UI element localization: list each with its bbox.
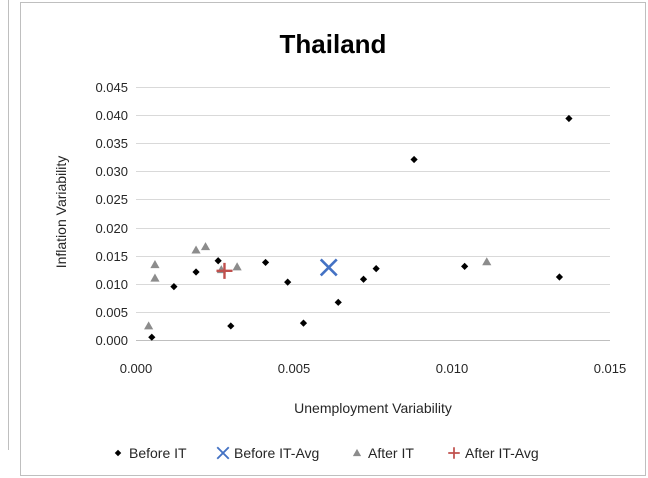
data-point <box>150 260 160 269</box>
data-point <box>200 242 211 251</box>
grid-lines <box>136 87 610 313</box>
x-tick-label: 0.015 <box>594 361 627 376</box>
y-tick-label: 0.040 <box>95 108 128 123</box>
y-axis: 0.000 0.005 0.010 0.015 0.020 0.025 0.030 0.035… <box>95 80 128 348</box>
data-point <box>372 264 380 273</box>
data-point <box>216 262 233 279</box>
y-axis-title: Inflation Variability <box>53 156 69 269</box>
legend-label: After IT <box>368 445 414 461</box>
x-axis-title: Unemployment Variability <box>294 400 452 416</box>
chart-title: Thailand <box>280 29 387 59</box>
y-tick-label: 0.020 <box>95 221 128 236</box>
plot-points <box>144 114 573 341</box>
data-point <box>144 321 154 330</box>
y-tick-label: 0.005 <box>95 305 128 320</box>
data-point <box>150 273 160 282</box>
chart-area-border <box>20 2 646 476</box>
x-tick-label: 0.000 <box>120 361 153 376</box>
x-tick-label: 0.010 <box>436 361 469 376</box>
series-before-it <box>148 114 573 341</box>
series-after-it-avg <box>216 262 233 279</box>
data-point <box>461 262 469 270</box>
data-point <box>214 257 222 265</box>
y-tick-label: 0.025 <box>95 192 128 207</box>
data-point <box>319 258 338 277</box>
data-point <box>148 333 156 341</box>
data-point <box>227 322 235 330</box>
legend-marker <box>114 449 122 457</box>
legend-item: Before IT <box>114 445 187 461</box>
x-axis: 0.000 0.005 0.010 0.015 <box>120 340 627 376</box>
data-point <box>299 319 308 327</box>
y-tick-label: 0.015 <box>95 249 128 264</box>
data-point <box>555 273 564 281</box>
y-tick-label: 0.035 <box>95 136 128 151</box>
data-point <box>261 258 270 267</box>
y-tick-label: 0.000 <box>95 333 128 348</box>
data-point <box>359 275 368 283</box>
data-point <box>170 282 178 291</box>
legend-item: After IT <box>352 445 414 461</box>
legend-marker <box>216 446 230 460</box>
y-tick-label: 0.045 <box>95 80 128 95</box>
data-point <box>232 262 242 271</box>
legend-marker <box>448 447 460 459</box>
legend-label: Before IT <box>129 445 187 461</box>
data-point <box>191 245 201 254</box>
data-point <box>482 257 492 266</box>
x-tick-label: 0.005 <box>278 361 311 376</box>
data-point <box>565 114 573 123</box>
legend-item: Before IT-Avg <box>216 445 319 461</box>
data-point <box>192 268 200 276</box>
data-point <box>334 298 342 306</box>
y-tick-label: 0.030 <box>95 164 128 179</box>
y-tick-label: 0.010 <box>95 277 128 292</box>
legend: Before IT Before IT-Avg After IT After IT-A… <box>114 445 539 461</box>
legend-item: After IT-Avg <box>448 445 539 461</box>
series-before-it-avg <box>319 258 338 277</box>
legend-marker <box>352 448 362 457</box>
legend-label: Before IT-Avg <box>234 445 319 461</box>
data-point <box>410 155 418 164</box>
legend-label: After IT-Avg <box>465 445 539 461</box>
data-point <box>284 278 292 286</box>
